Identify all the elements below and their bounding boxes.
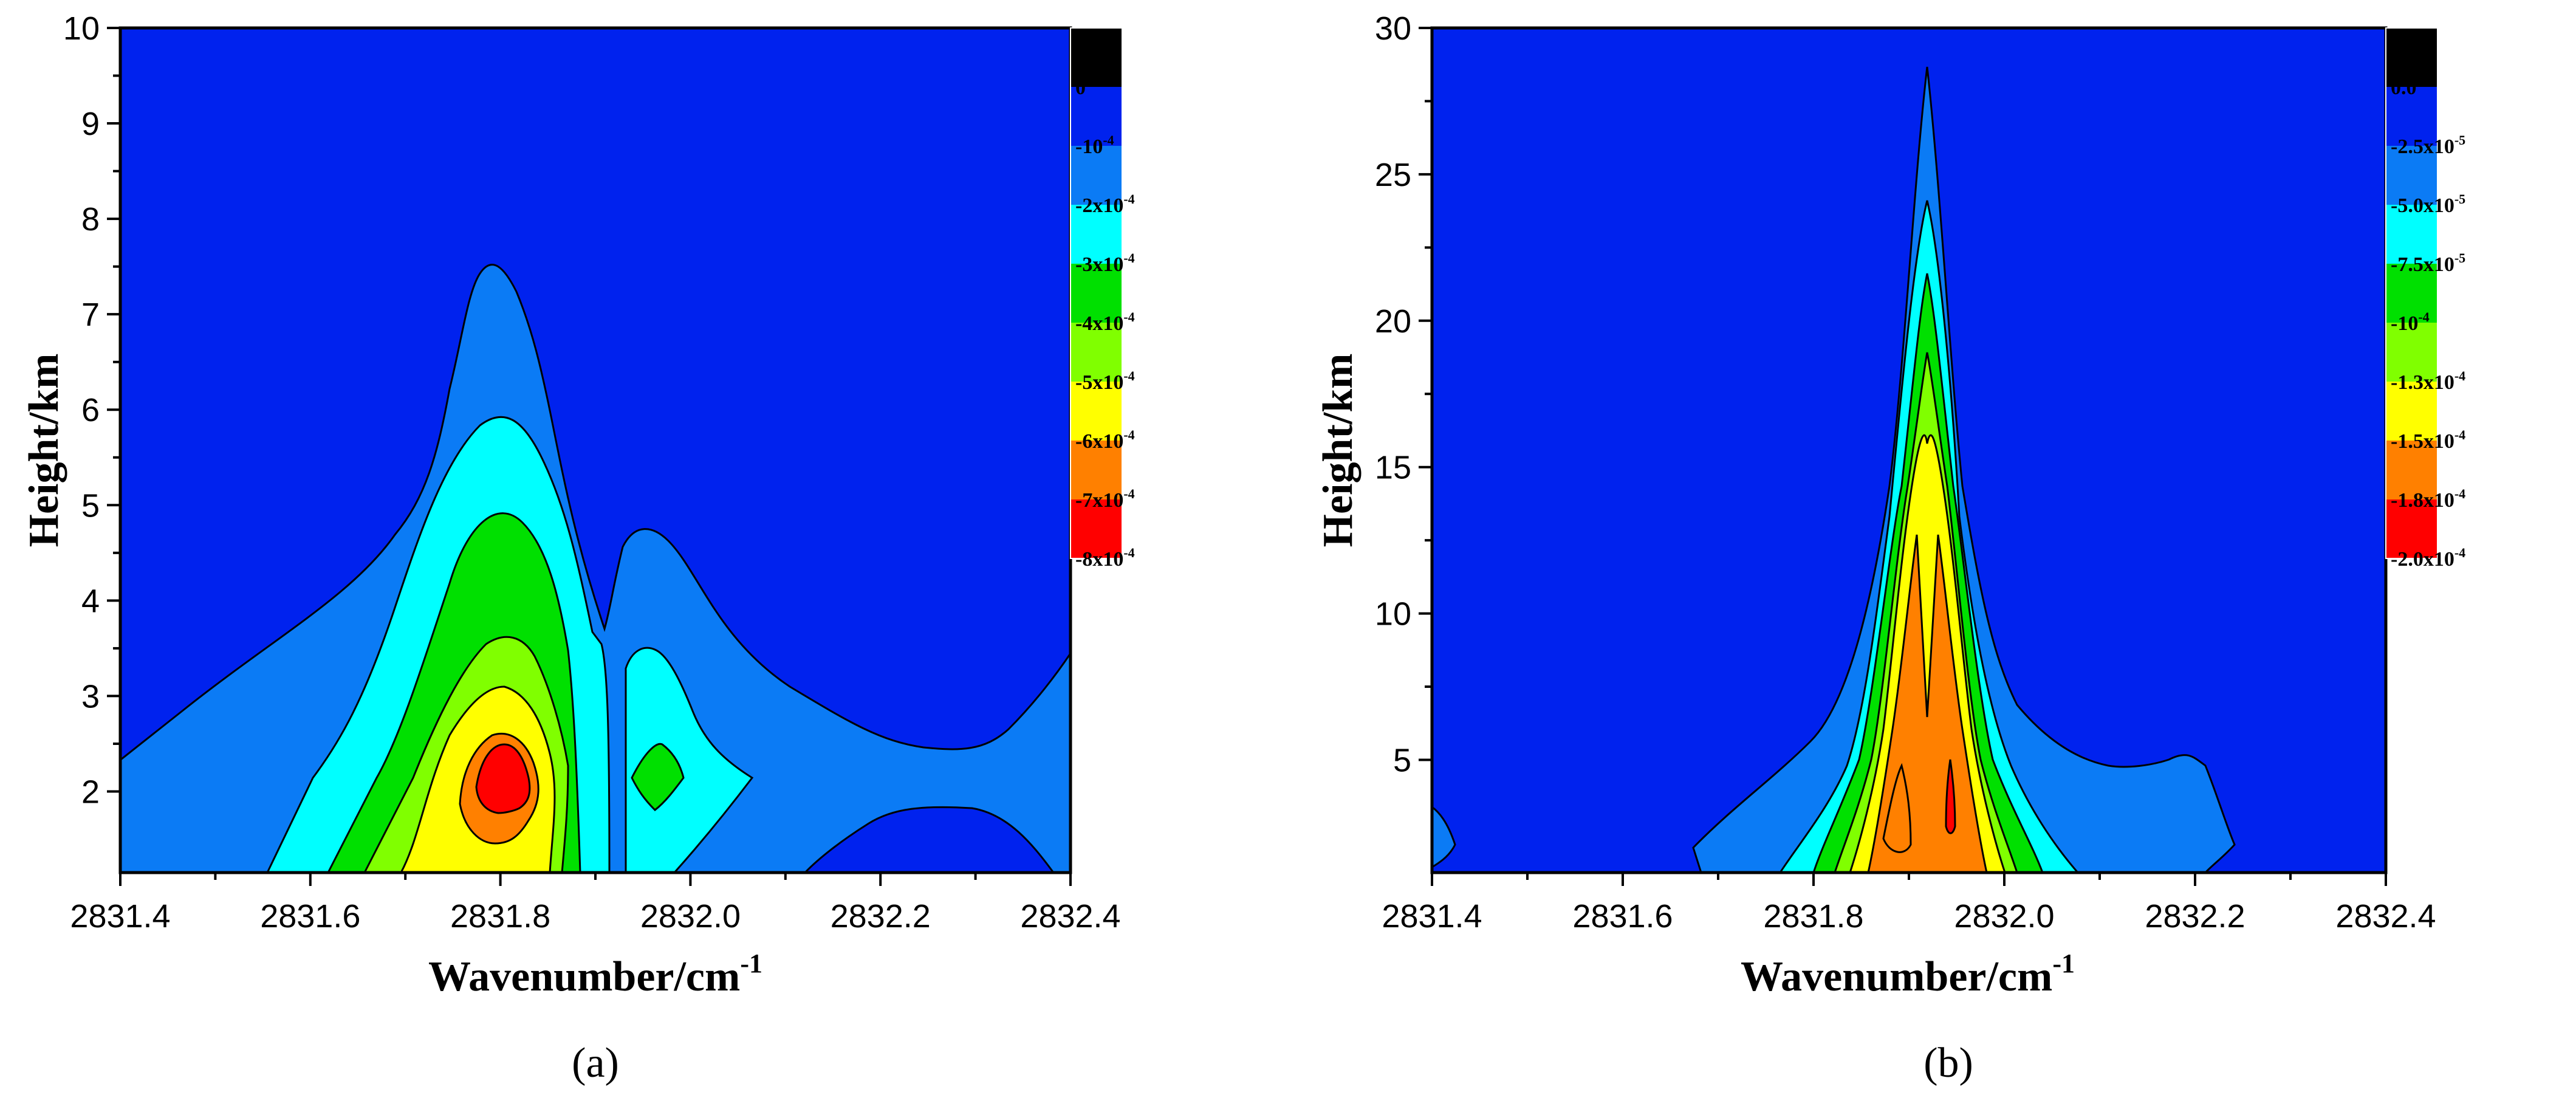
x-tick-label-a: 2832.2	[831, 898, 931, 935]
y-tick-label-a: 4	[81, 583, 100, 619]
colorbar-label-a: -10-4	[1075, 132, 1114, 158]
y-tick-label-b: 25	[1375, 157, 1411, 193]
colorbar-swatch-b	[2386, 323, 2437, 382]
colorbar-label-b: -2.0x10-4	[2391, 545, 2465, 571]
colorbar-label-a: -7x10-4	[1075, 486, 1135, 512]
colorbar-swatch-b	[2386, 441, 2437, 499]
colorbar-swatch-b	[2386, 205, 2437, 264]
contour-level-7-a	[475, 743, 531, 814]
y-tick-label-b: 5	[1393, 743, 1411, 779]
x-tick-label-b: 2831.8	[1763, 898, 1863, 935]
colorbar-frame-a	[1070, 27, 1123, 559]
x-axis-title-a: Wavenumber/cm-1	[428, 949, 762, 1000]
x-tick-label-b: 2831.6	[1572, 898, 1673, 935]
y-tick-label-a: 8	[81, 201, 100, 238]
colorbar-label-b: -1.3x10-4	[2391, 368, 2465, 394]
colorbar-swatch-b	[2386, 87, 2437, 146]
y-tick-label-b: 15	[1375, 450, 1411, 486]
x-tick-label-a: 2831.6	[260, 898, 360, 935]
colorbar-swatch-a	[1070, 382, 1122, 441]
colorbar-label-b: -2.5x10-5	[2391, 132, 2465, 158]
panel-b: 2831.4 2831.6 2831.8 2832.0 2832.2 2832.4 5 10 1…	[1315, 10, 2465, 1086]
colorbar-swatch-b	[2386, 146, 2437, 205]
x-tick-label-a: 2831.4	[70, 898, 170, 935]
contour-fill-a	[120, 264, 1070, 873]
x-tick-label-b: 2832.4	[2335, 898, 2436, 935]
colorbar-swatch-b	[2386, 499, 2437, 558]
colorbar-label-b: -10-4	[2391, 309, 2430, 335]
colorbar-label-b: 0.0	[2391, 77, 2417, 99]
colorbar-swatch-a	[1070, 28, 1122, 87]
colorbar-label-a: -2x10-4	[1075, 191, 1135, 217]
x-axis-title-b: Wavenumber/cm-1	[1741, 949, 2075, 1000]
tick-labels-b: 2831.4 2831.6 2831.8 2832.0 2832.2 2832.4 5 10 1…	[1375, 10, 2436, 935]
y-tick-label-b: 10	[1375, 596, 1411, 633]
contour-level-7-b	[1945, 759, 1956, 834]
colorbar-swatch-a	[1070, 87, 1122, 146]
y-axis-title-b: Height/km	[1315, 354, 1362, 547]
colorbar-label-a: -8x10-4	[1075, 545, 1135, 571]
panel-a: 2831.4 2831.6 2831.8 2832.0 2832.2 2832.4 2 3 4 5…	[21, 10, 1135, 1086]
colorbar-swatch-b	[2386, 264, 2437, 323]
colorbar-swatch-a	[1070, 323, 1122, 382]
colorbar-label-b: -1.8x10-4	[2391, 486, 2465, 512]
y-tick-label-a: 3	[81, 678, 100, 715]
colorbar-swatch-b	[2386, 382, 2437, 441]
y-tick-label-a: 10	[63, 10, 100, 47]
colorbar-swatch-a	[1070, 499, 1122, 558]
y-axis-title-a: Height/km	[21, 354, 67, 547]
panel-label-b: (b)	[1923, 1040, 1973, 1086]
contour-level-2b-a	[625, 647, 754, 873]
tick-labels-a: 2831.4 2831.6 2831.8 2832.0 2832.2 2832.4 2 3 4 5…	[63, 10, 1121, 935]
colorbar-a: 0 -10-4 -2x10-4 -3x10-4 -4x10-4 -5x10-4 -6x10-…	[1070, 27, 1135, 571]
colorbar-label-a: -3x10-4	[1075, 250, 1135, 276]
y-tick-label-b: 20	[1375, 303, 1411, 340]
colorbar-b: 0.0 -2.5x10-5 -5.0x10-5 -7.5x10-5 -10-4 -1.3x…	[2385, 27, 2465, 571]
colorbar-label-a: -4x10-4	[1075, 309, 1135, 335]
y-tick-label-a: 7	[81, 297, 100, 333]
colorbar-label-b: -1.5x10-4	[2391, 427, 2465, 453]
x-tick-label-a: 2832.0	[640, 898, 741, 935]
y-tick-label-a: 2	[81, 774, 100, 810]
x-tick-label-b: 2831.4	[1382, 898, 1482, 935]
y-tick-label-a: 9	[81, 106, 100, 142]
colorbar-label-b: -5.0x10-5	[2391, 191, 2465, 217]
contour-level-3b-a	[631, 743, 685, 811]
colorbar-label-a: -6x10-4	[1075, 427, 1135, 453]
ticks-a	[107, 27, 1072, 886]
colorbar-swatch-a	[1070, 146, 1122, 205]
x-tick-label-a: 2832.4	[1020, 898, 1120, 935]
contour-fill-b	[1432, 66, 2236, 873]
x-tick-label-b: 2832.0	[1954, 898, 2054, 935]
ticks-b	[1419, 27, 2387, 886]
y-tick-label-b: 30	[1375, 10, 1411, 47]
y-tick-label-a: 5	[81, 487, 100, 524]
y-tick-label-a: 6	[81, 392, 100, 428]
x-tick-label-b: 2832.2	[2145, 898, 2245, 935]
colorbar-swatch-b	[2386, 28, 2437, 87]
colorbar-swatch-a	[1070, 205, 1122, 264]
colorbar-label-a: 0	[1075, 77, 1086, 99]
x-tick-label-a: 2831.8	[450, 898, 550, 935]
colorbar-swatch-a	[1070, 441, 1122, 499]
colorbar-swatch-a	[1070, 264, 1122, 323]
contour-level-inner-b	[1882, 763, 1912, 853]
panel-label-a: (a)	[572, 1040, 619, 1086]
colorbar-label-b: -7.5x10-5	[2391, 250, 2465, 276]
colorbar-label-a: -5x10-4	[1075, 368, 1135, 394]
colorbar-frame-b	[2385, 27, 2438, 559]
